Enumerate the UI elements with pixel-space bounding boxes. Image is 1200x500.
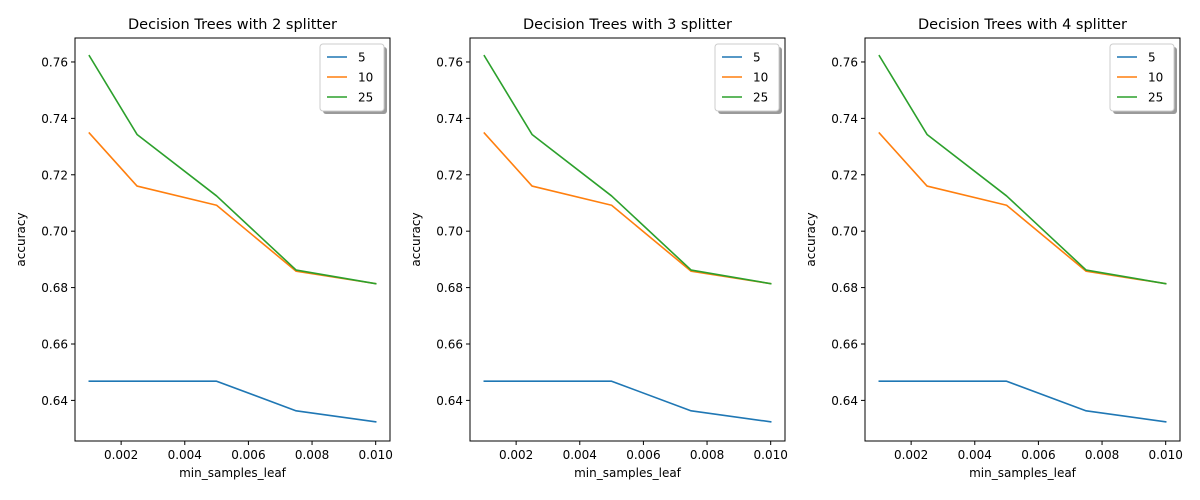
legend-label: 10 xyxy=(358,71,373,85)
y-tick-label: 0.70 xyxy=(831,225,858,239)
x-tick-label: 0.006 xyxy=(1021,448,1055,462)
x-axis-label: min_samples_leaf xyxy=(969,466,1077,480)
series-line-25 xyxy=(878,54,1167,285)
y-tick-label: 0.76 xyxy=(41,55,68,69)
x-tick-label: 0.002 xyxy=(894,448,928,462)
chart-panel-2: Decision Trees with 3 splitter 0.002 0.004… xyxy=(409,17,788,480)
y-tick-label: 0.68 xyxy=(41,281,68,295)
plot-frame xyxy=(74,37,391,442)
legend-label: 25 xyxy=(753,91,768,105)
x-axis-label: min_samples_leaf xyxy=(574,466,682,480)
chart-title: Decision Trees with 3 splitter xyxy=(523,17,732,33)
legend-label: 5 xyxy=(753,51,761,65)
y-tick-label: 0.70 xyxy=(41,225,68,239)
y-tick-label: 0.76 xyxy=(436,55,463,69)
series-line-5 xyxy=(88,380,377,423)
plot-frame xyxy=(864,37,1181,442)
legend-box xyxy=(1109,43,1175,112)
y-tick-label: 0.76 xyxy=(831,55,858,69)
x-tick-label: 0.006 xyxy=(231,448,265,462)
x-tick-label: 0.008 xyxy=(690,448,724,462)
legend: 5 10 25 xyxy=(1109,43,1177,114)
legend: 5 10 25 xyxy=(319,43,387,114)
series-line-10 xyxy=(878,131,1167,285)
x-tick-label: 0.004 xyxy=(563,448,597,462)
y-tick-label: 0.66 xyxy=(831,337,858,351)
y-tick-label: 0.68 xyxy=(831,281,858,295)
legend-label: 10 xyxy=(1148,71,1163,85)
legend: 5 10 25 xyxy=(714,43,782,114)
y-tick-label: 0.74 xyxy=(436,112,463,126)
y-axis-label: accuracy xyxy=(14,212,28,266)
chart-panel-3: Decision Trees with 4 splitter 0.002 0.004… xyxy=(804,17,1183,480)
x-tick-label: 0.010 xyxy=(754,448,788,462)
legend-label: 25 xyxy=(1148,91,1163,105)
legend-label: 10 xyxy=(753,71,768,85)
series-line-25 xyxy=(88,54,377,285)
chart-title: Decision Trees with 4 splitter xyxy=(918,17,1127,33)
y-tick-label: 0.64 xyxy=(831,394,858,408)
legend-box xyxy=(319,43,385,112)
series-line-10 xyxy=(483,131,772,285)
y-tick-label: 0.74 xyxy=(831,112,858,126)
x-tick-label: 0.010 xyxy=(1149,448,1183,462)
legend-label: 5 xyxy=(1148,51,1156,65)
series-line-5 xyxy=(878,380,1167,423)
series-line-10 xyxy=(88,131,377,285)
y-tick-label: 0.70 xyxy=(436,225,463,239)
chart-title: Decision Trees with 2 splitter xyxy=(128,17,337,33)
legend-label: 25 xyxy=(358,91,373,105)
series-line-5 xyxy=(483,380,772,423)
y-tick-label: 0.72 xyxy=(831,168,858,182)
x-tick-label: 0.006 xyxy=(626,448,660,462)
plot-frame xyxy=(469,37,786,442)
x-tick-label: 0.010 xyxy=(359,448,393,462)
x-tick-label: 0.004 xyxy=(958,448,992,462)
series-line-25 xyxy=(483,54,772,285)
x-tick-label: 0.008 xyxy=(1085,448,1119,462)
y-axis-label: accuracy xyxy=(409,212,423,266)
y-tick-label: 0.72 xyxy=(41,168,68,182)
y-tick-label: 0.68 xyxy=(436,281,463,295)
x-tick-label: 0.004 xyxy=(168,448,202,462)
y-axis-label: accuracy xyxy=(804,212,818,266)
legend-label: 5 xyxy=(358,51,366,65)
y-tick-label: 0.72 xyxy=(436,168,463,182)
x-tick-label: 0.002 xyxy=(104,448,138,462)
y-tick-label: 0.66 xyxy=(41,337,68,351)
y-tick-label: 0.64 xyxy=(41,394,68,408)
x-tick-label: 0.002 xyxy=(499,448,533,462)
y-tick-label: 0.74 xyxy=(41,112,68,126)
x-axis-label: min_samples_leaf xyxy=(179,466,287,480)
x-tick-label: 0.008 xyxy=(295,448,329,462)
legend-box xyxy=(714,43,780,112)
chart-panel-1: Decision Trees with 2 splitter 0.002 0.004… xyxy=(14,17,393,480)
y-tick-label: 0.66 xyxy=(436,337,463,351)
y-tick-label: 0.64 xyxy=(436,394,463,408)
